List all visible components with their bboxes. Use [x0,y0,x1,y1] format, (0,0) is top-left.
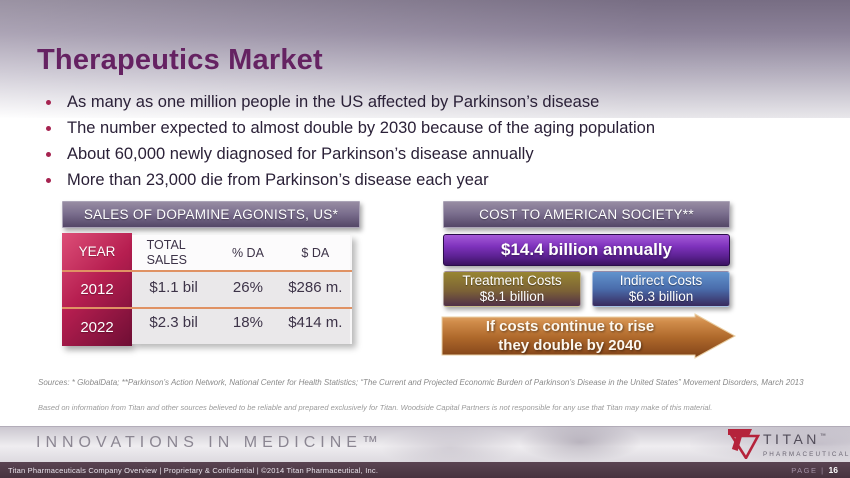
bullet-list: As many as one million people in the US … [40,92,800,196]
logo-subtitle: PHARMACEUTICALS [763,450,850,458]
sales-table: YEAR 2012 2022 TOTAL SALES % DA $ DA $1.… [62,233,352,346]
col-header-total-sales-text: TOTAL SALES [146,238,187,267]
table-data-area: TOTAL SALES % DA $ DA $1.1 bil 26% $286 … [132,235,352,344]
cost-projection-arrow: If costs continue to rise they double by… [441,313,737,359]
sales-panel-header: SALES OF DOPAMINE AGONISTS, US* [62,201,360,228]
disclaimer-note: Based on information from Titan and othe… [38,403,713,412]
bullet-dot-icon [46,126,51,131]
bullet-text: More than 23,000 die from Parkinson’s di… [67,171,489,189]
bullet-text: About 60,000 newly diagnosed for Parkins… [67,145,534,163]
table-header-row: TOTAL SALES % DA $ DA [132,235,350,270]
bullet-text: As many as one million people in the US … [67,93,600,111]
table-divider [62,307,352,309]
logo-name: TITAN [763,430,820,447]
footer-band [0,426,850,462]
arrow-text: If costs continue to rise they double by… [441,315,699,357]
confidentiality-text: Titan Pharmaceuticals Company Overview |… [8,465,379,475]
bullet-text: The number expected to almost double by … [67,119,655,137]
table-year-2022: 2022 [80,318,114,336]
table-year-header: YEAR [78,244,116,260]
bullet-item: About 60,000 newly diagnosed for Parkins… [40,144,800,170]
top-gradient-overlay [0,0,850,118]
treatment-costs-label: Treatment Costs [462,273,562,288]
indirect-costs-value: $6.3 billion [628,289,694,304]
titan-logo-text: TITAN™ PHARMACEUTICALS [763,429,850,459]
titan-logo-icon [727,429,761,461]
table-divider [62,270,352,272]
cell-pct-da: 26% [232,279,263,296]
cell-pct-da: 18% [232,314,263,331]
annual-cost-box: $14.4 billion annually [443,234,730,266]
arrow-shape-icon [441,313,737,359]
cell-usd-da: $414 m. [288,314,343,331]
page-title: Therapeutics Market [37,44,323,76]
tagline: INNOVATIONS IN MEDICINE™ [36,434,383,451]
table-row: $1.1 bil 26% $286 m. [132,270,350,305]
arrow-text-line1: If costs continue to rise [485,318,655,335]
treatment-costs-box: Treatment Costs $8.1 billion [443,271,581,307]
page-indicator: PAGE | 16 [791,465,838,475]
bullet-dot-icon [46,152,51,157]
col-header-pct-da: % DA [231,245,264,260]
bullet-item: The number expected to almost double by … [40,118,800,144]
treatment-costs-value: $8.1 billion [479,289,545,304]
top-gradient-band [0,0,850,118]
logo-trademark: ™ [819,433,826,440]
col-header-usd-da: $ DA [301,245,330,260]
indirect-costs-box: Indirect Costs $6.3 billion [592,271,730,307]
arrow-text-line2: they double by 2040 [498,337,642,354]
bullet-item: More than 23,000 die from Parkinson’s di… [40,170,800,196]
titan-logo: TITAN™ PHARMACEUTICALS [727,429,850,461]
bullet-dot-icon [46,178,51,183]
sources-note: Sources: * GlobalData; **Parkinson’s Act… [38,378,804,387]
bullet-item: As many as one million people in the US … [40,92,800,118]
cell-total-sales: $2.3 bil [149,314,198,331]
cost-panel-header: COST TO AMERICAN SOCIETY** [443,201,730,228]
table-year-2012: 2012 [80,281,114,298]
indirect-costs-label: Indirect Costs [619,273,703,288]
page-number: 16 [828,465,838,475]
table-row: $2.3 bil 18% $414 m. [132,305,350,340]
col-header-total-sales: TOTAL SALES [132,238,215,267]
cell-total-sales: $1.1 bil [149,279,198,296]
bottom-bar: Titan Pharmaceuticals Company Overview |… [0,462,850,478]
bullet-dot-icon [46,100,51,105]
cell-usd-da: $286 m. [288,279,343,296]
page-label: PAGE | [791,465,825,475]
table-year-column: YEAR 2012 2022 [62,233,132,346]
